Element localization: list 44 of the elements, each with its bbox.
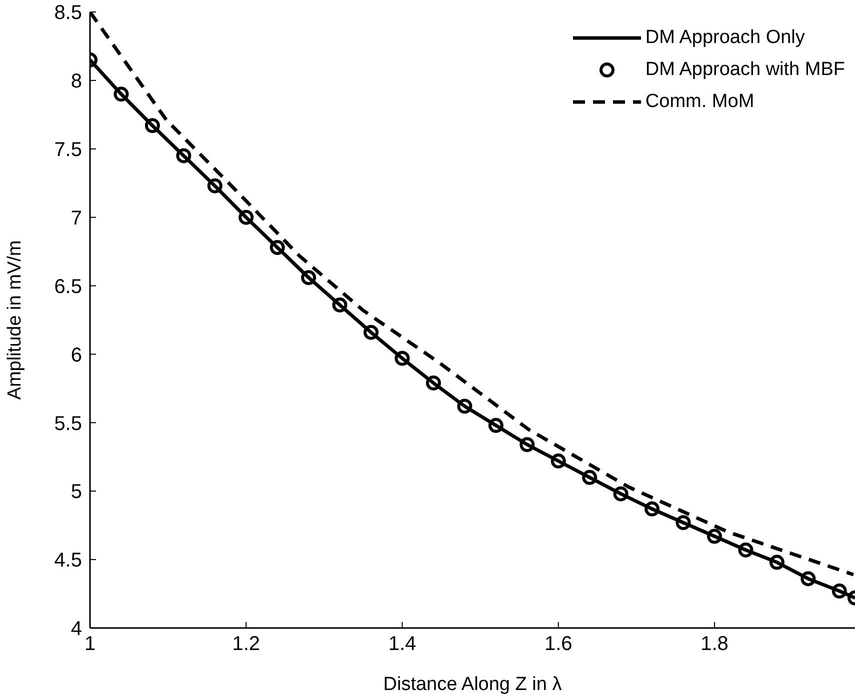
x-tick-label: 1.2 xyxy=(232,633,260,656)
x-tick-label: 1.8 xyxy=(700,633,728,656)
point xyxy=(114,86,129,102)
y-axis-title: Amplitude in mV/m xyxy=(4,240,26,400)
point xyxy=(769,554,784,570)
y-tick-label: 4.5 xyxy=(54,550,82,572)
point xyxy=(394,350,410,366)
point xyxy=(301,270,316,286)
point xyxy=(706,528,722,544)
y-tick-label: 6.5 xyxy=(54,276,82,298)
y-tick-label: 5.5 xyxy=(54,412,82,435)
point xyxy=(582,470,598,485)
x-axis-title: Distance Along Z in λ xyxy=(383,674,562,695)
point xyxy=(332,297,348,312)
point xyxy=(144,118,160,134)
legend-label: Comm. MoM xyxy=(645,91,754,113)
point xyxy=(644,501,660,516)
point xyxy=(738,542,754,558)
point xyxy=(176,148,192,164)
x-tick-label: 1.6 xyxy=(544,633,572,656)
point xyxy=(270,240,285,255)
y-tick-label: 5 xyxy=(70,481,82,504)
point xyxy=(520,437,535,452)
point xyxy=(488,418,504,433)
y-tick-label: 7 xyxy=(70,207,82,230)
point xyxy=(457,398,472,414)
point xyxy=(238,210,254,225)
point xyxy=(800,571,816,586)
x-tick-label: 1.4 xyxy=(388,633,416,656)
point xyxy=(426,375,441,390)
point xyxy=(613,486,628,502)
legend-label: DM Approach Only xyxy=(645,27,805,49)
legend-label: DM Approach with MBF xyxy=(645,59,845,81)
y-tick-label: 7.5 xyxy=(54,138,82,161)
point xyxy=(676,515,691,530)
x-tick-label: 1 xyxy=(84,633,96,656)
y-tick-label: 8.5 xyxy=(54,2,82,24)
y-tick-label: 8 xyxy=(70,70,82,93)
point xyxy=(364,324,379,340)
y-tick-label: 4 xyxy=(70,618,82,640)
point xyxy=(550,453,566,468)
y-tick-label: 6 xyxy=(70,344,82,366)
point xyxy=(207,178,222,194)
point xyxy=(832,584,847,599)
